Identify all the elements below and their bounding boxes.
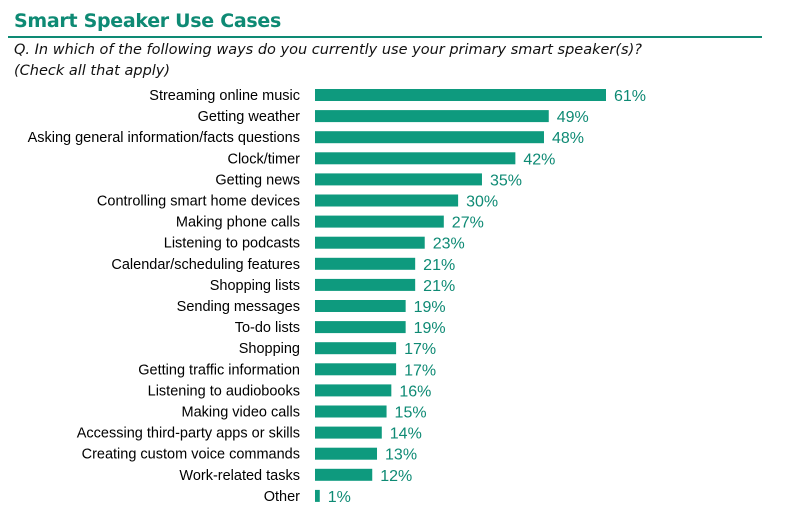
value-label: 13% [385,447,417,464]
category-label: Streaming online music [149,88,300,104]
category-label: Asking general information/facts questio… [28,130,300,146]
category-label: Accessing third-party apps or skills [77,426,300,442]
category-label: Getting news [215,172,300,188]
category-label: Shopping [239,341,300,357]
category-label: Controlling smart home devices [97,194,300,210]
value-label: 35% [490,172,522,189]
bar [315,363,397,376]
bar [315,236,425,249]
bar [315,321,406,334]
bar [315,131,544,144]
value-label: 23% [433,236,465,253]
category-label: Calendar/scheduling features [111,257,300,273]
bar [315,468,373,481]
chart-question: Q. In which of the following ways do you… [14,42,642,58]
bar [315,194,459,207]
category-label: Getting weather [198,109,301,125]
bar [315,300,406,312]
value-label: 30% [466,194,498,211]
value-label: 15% [395,405,427,422]
category-label: Listening to podcasts [164,236,300,252]
value-label: 49% [557,109,589,126]
value-label: 48% [552,130,584,147]
category-label: Making phone calls [176,215,300,231]
value-label: 17% [404,362,436,379]
category-label: To-do lists [235,320,300,336]
bar [315,405,387,418]
category-label: Getting traffic information [138,362,300,378]
value-label: 21% [423,257,455,274]
bar [315,89,606,101]
value-label: 21% [423,278,455,295]
category-label: Sending messages [177,299,300,315]
value-label: 14% [390,426,422,443]
bar [315,152,516,165]
bar [315,447,378,460]
bar [315,215,444,228]
title-divider [8,36,762,38]
category-label: Clock/timer [227,151,300,167]
bars-group: Streaming online music 61% Getting weather… [28,88,646,506]
value-label: 42% [523,151,555,168]
bar [315,426,382,439]
chart-question-note: (Check all that apply) [14,63,171,79]
value-label: 27% [452,215,484,232]
value-label: 61% [614,88,646,105]
category-label: Creating custom voice commands [82,447,300,463]
bar [315,110,549,123]
bar [315,489,320,502]
bar [315,278,416,291]
category-label: Making video calls [182,405,300,421]
chart-title: Smart Speaker Use Cases [14,10,281,32]
category-label: Listening to audiobooks [148,383,300,399]
value-label: 19% [414,299,446,316]
value-label: 16% [399,383,431,400]
category-label: Other [264,489,300,505]
value-label: 19% [414,320,446,337]
bar [315,384,392,397]
value-label: 1% [328,489,351,506]
category-label: Shopping lists [210,278,300,294]
bar [315,257,416,270]
bar [315,342,397,355]
value-label: 17% [404,341,436,358]
value-label: 12% [380,468,412,485]
category-label: Work-related tasks [179,468,300,484]
bar [315,173,482,186]
